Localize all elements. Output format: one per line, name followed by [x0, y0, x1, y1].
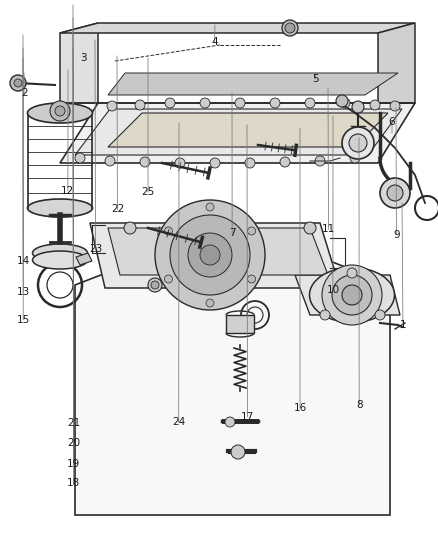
- Circle shape: [380, 178, 410, 208]
- Text: 11: 11: [322, 224, 335, 234]
- Polygon shape: [295, 275, 400, 315]
- Circle shape: [188, 233, 232, 277]
- Circle shape: [245, 158, 255, 168]
- Text: 2: 2: [21, 88, 28, 98]
- Text: 18: 18: [67, 479, 80, 488]
- Circle shape: [200, 245, 220, 265]
- Circle shape: [350, 153, 360, 163]
- Polygon shape: [108, 228, 328, 275]
- Circle shape: [165, 98, 175, 108]
- Text: 7: 7: [229, 229, 236, 238]
- Circle shape: [148, 278, 162, 292]
- Circle shape: [270, 98, 280, 108]
- Circle shape: [164, 227, 173, 235]
- Circle shape: [140, 157, 150, 167]
- Ellipse shape: [310, 268, 395, 322]
- Polygon shape: [108, 73, 398, 95]
- Circle shape: [235, 98, 245, 108]
- Circle shape: [206, 299, 214, 307]
- Circle shape: [280, 157, 290, 167]
- Circle shape: [105, 156, 115, 166]
- Text: 20: 20: [67, 439, 80, 448]
- Circle shape: [164, 275, 173, 283]
- Polygon shape: [60, 23, 98, 103]
- Text: 14: 14: [17, 256, 30, 266]
- Text: 16: 16: [293, 403, 307, 413]
- Circle shape: [315, 156, 325, 166]
- Text: 6: 6: [389, 117, 396, 126]
- Circle shape: [336, 95, 348, 107]
- Circle shape: [320, 310, 330, 320]
- Circle shape: [210, 158, 220, 168]
- Circle shape: [347, 268, 357, 278]
- Text: 3: 3: [80, 53, 87, 62]
- Circle shape: [135, 100, 145, 110]
- Polygon shape: [226, 315, 254, 333]
- Polygon shape: [75, 109, 402, 155]
- Text: 10: 10: [326, 286, 339, 295]
- Text: 25: 25: [141, 187, 155, 197]
- Polygon shape: [60, 103, 415, 163]
- Circle shape: [305, 98, 315, 108]
- Circle shape: [151, 281, 159, 289]
- Ellipse shape: [32, 244, 88, 262]
- Text: 13: 13: [17, 287, 30, 297]
- Circle shape: [155, 200, 265, 310]
- Polygon shape: [378, 23, 415, 103]
- Circle shape: [10, 75, 26, 91]
- Circle shape: [332, 275, 372, 315]
- Circle shape: [55, 106, 65, 116]
- Text: 12: 12: [61, 186, 74, 196]
- Polygon shape: [75, 223, 390, 515]
- Circle shape: [375, 310, 385, 320]
- Polygon shape: [90, 223, 340, 288]
- Circle shape: [340, 98, 350, 108]
- Ellipse shape: [32, 251, 88, 269]
- Circle shape: [285, 23, 295, 33]
- Text: 24: 24: [172, 417, 185, 427]
- Text: 5: 5: [312, 74, 319, 84]
- Polygon shape: [108, 113, 388, 147]
- Text: 23: 23: [89, 245, 102, 254]
- Circle shape: [14, 79, 22, 87]
- Circle shape: [282, 20, 298, 36]
- Circle shape: [225, 417, 235, 427]
- Text: 17: 17: [241, 412, 254, 422]
- Circle shape: [390, 101, 400, 111]
- Circle shape: [387, 185, 403, 201]
- Circle shape: [342, 285, 362, 305]
- Circle shape: [342, 127, 374, 159]
- Polygon shape: [76, 253, 92, 265]
- Circle shape: [304, 222, 316, 234]
- Circle shape: [107, 101, 117, 111]
- Circle shape: [206, 203, 214, 211]
- Circle shape: [75, 153, 85, 163]
- Ellipse shape: [28, 199, 92, 217]
- Circle shape: [352, 101, 364, 113]
- Circle shape: [175, 158, 185, 168]
- Circle shape: [170, 215, 250, 295]
- Circle shape: [370, 100, 380, 110]
- Text: 1: 1: [399, 320, 406, 330]
- Circle shape: [124, 222, 136, 234]
- Circle shape: [349, 134, 367, 152]
- Text: 21: 21: [67, 418, 80, 427]
- Text: 9: 9: [393, 230, 400, 239]
- Circle shape: [50, 101, 70, 121]
- Polygon shape: [60, 23, 415, 33]
- Circle shape: [231, 445, 245, 459]
- Circle shape: [200, 98, 210, 108]
- Text: 19: 19: [67, 459, 80, 469]
- Ellipse shape: [28, 103, 92, 123]
- Text: 15: 15: [17, 315, 30, 325]
- Text: 4: 4: [211, 37, 218, 46]
- Text: 8: 8: [356, 400, 363, 410]
- Circle shape: [322, 265, 382, 325]
- Circle shape: [247, 227, 255, 235]
- Text: 22: 22: [111, 205, 124, 214]
- Circle shape: [247, 275, 255, 283]
